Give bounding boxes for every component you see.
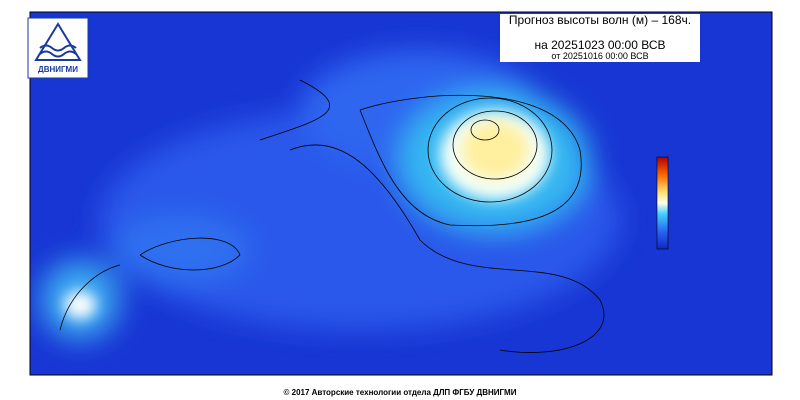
logo-waves: [39, 44, 77, 58]
high-waves: [64, 110, 550, 319]
title-box: [500, 14, 700, 62]
logo-text: ДВНИГМИ: [38, 65, 78, 74]
logo-icon: [34, 22, 82, 61]
issue-time: от 20251016 00:00 ВСВ: [551, 51, 649, 61]
logo-box: [27, 17, 89, 79]
map-area: [30, 12, 772, 375]
contours: [59, 79, 605, 353]
footer: © 2017 Авторские технологии отдела ДЛП Ф…: [284, 388, 517, 397]
valid-time: на 20251023 00:00 ВСВ: [534, 38, 666, 52]
title: Прогноз высоты волн (м) – 168ч.: [508, 13, 692, 27]
colorbar: [656, 156, 669, 250]
map-frame: [29, 11, 773, 376]
